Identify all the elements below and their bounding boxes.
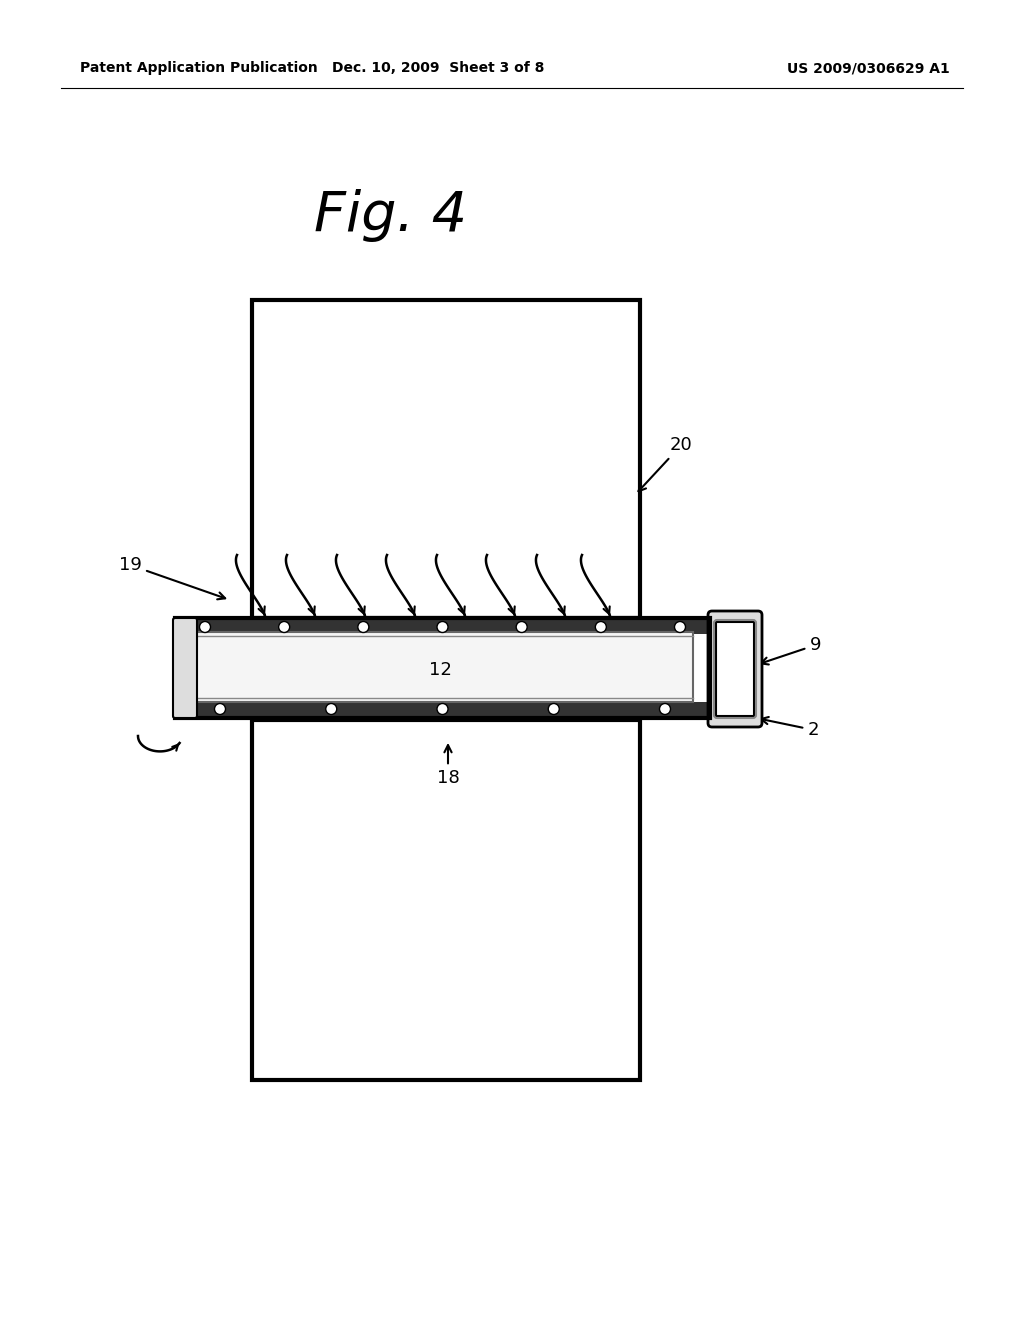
Text: Fig. 4: Fig. 4 [313, 189, 467, 242]
Circle shape [200, 622, 211, 632]
Bar [177, 620, 708, 634]
Circle shape [326, 704, 337, 714]
Text: 2: 2 [761, 717, 819, 739]
Circle shape [659, 704, 671, 714]
Bar [252, 719, 640, 1080]
Bar [193, 632, 693, 702]
Bar [175, 618, 710, 718]
Circle shape [437, 704, 449, 714]
Text: Dec. 10, 2009  Sheet 3 of 8: Dec. 10, 2009 Sheet 3 of 8 [332, 61, 544, 75]
FancyBboxPatch shape [173, 618, 197, 718]
Bar [175, 618, 710, 718]
Circle shape [595, 622, 606, 632]
Bar [252, 300, 640, 618]
Circle shape [357, 622, 369, 632]
Circle shape [675, 622, 685, 632]
Text: Patent Application Publication: Patent Application Publication [80, 61, 317, 75]
Text: 18: 18 [436, 744, 460, 787]
Circle shape [437, 622, 449, 632]
Circle shape [214, 704, 225, 714]
Text: 12: 12 [429, 661, 452, 678]
Circle shape [548, 704, 559, 714]
FancyBboxPatch shape [708, 611, 762, 727]
Circle shape [279, 622, 290, 632]
Text: 9: 9 [761, 636, 821, 664]
Text: 19: 19 [119, 556, 225, 599]
Bar [177, 702, 708, 715]
Bar [716, 622, 754, 715]
Text: US 2009/0306629 A1: US 2009/0306629 A1 [787, 61, 950, 75]
Text: 20: 20 [639, 436, 693, 491]
Circle shape [516, 622, 527, 632]
